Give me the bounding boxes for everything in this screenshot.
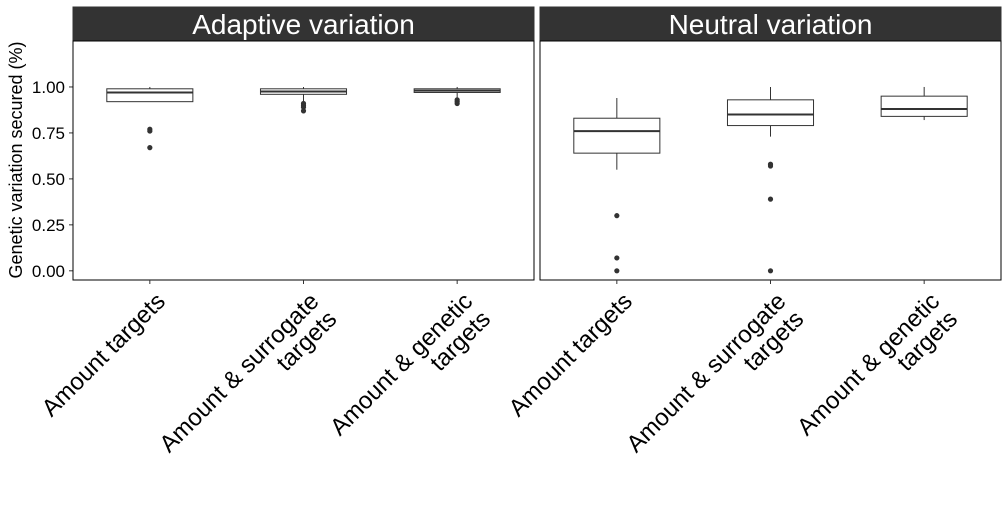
box-group (106, 86, 194, 151)
panel-border (72, 40, 535, 281)
x-tick-label: Amount & genetictargets (792, 288, 963, 459)
outlier-point (614, 268, 620, 274)
x-tick-label: Amount targets (37, 288, 171, 422)
box-group (259, 86, 348, 114)
facet-strip (72, 6, 535, 42)
outlier-point (767, 196, 774, 202)
outlier-point (300, 108, 307, 114)
x-tick-label-line: Amount & surrogate (154, 288, 324, 458)
y-tick-label: 1.00 (32, 78, 65, 97)
x-tick-label-line: Amount targets (504, 288, 638, 422)
y-tick-label: 0.75 (32, 124, 65, 143)
outlier-point (300, 104, 307, 110)
box-iqr (106, 88, 194, 103)
outlier-point (147, 145, 153, 151)
box-iqr (573, 117, 661, 154)
y-tick-label: 0.00 (32, 262, 65, 281)
x-tick-label-line: Amount & surrogate (621, 288, 791, 458)
y-tick-label: 0.25 (32, 216, 65, 235)
facet-strip-title: Neutral variation (669, 9, 873, 40)
outlier-point (614, 213, 620, 219)
y-tick-label: 0.50 (32, 170, 65, 189)
box-group (413, 86, 501, 107)
outlier-point (767, 268, 774, 274)
box-group (726, 86, 815, 274)
panel-border (539, 40, 1002, 281)
y-axis: 0.00 0.25 0.50 0.75 1.00 (32, 78, 73, 281)
facet-strip-title: Adaptive variation (192, 9, 415, 40)
outlier-point (454, 100, 460, 107)
x-tick-label: Amount targets (504, 288, 638, 422)
x-tick-label: Amount & surrogatetargets (154, 288, 342, 476)
outlier-point (767, 163, 774, 169)
box-group (573, 97, 661, 274)
x-tick-label-line: Amount targets (37, 288, 171, 422)
outlier-point (147, 128, 153, 134)
x-tick-label: Amount & genetictargets (325, 288, 496, 459)
y-axis-title: Genetic variation secured (%) (6, 41, 26, 278)
panels-layer: 0.00 0.25 0.50 0.75 1.00 Adaptive variation Am… (32, 6, 1002, 476)
box-group (880, 86, 968, 121)
x-tick-label: Amount & surrogatetargets (621, 288, 809, 476)
outlier-point (614, 255, 620, 261)
box-iqr (726, 99, 815, 127)
box-iqr (880, 95, 968, 117)
